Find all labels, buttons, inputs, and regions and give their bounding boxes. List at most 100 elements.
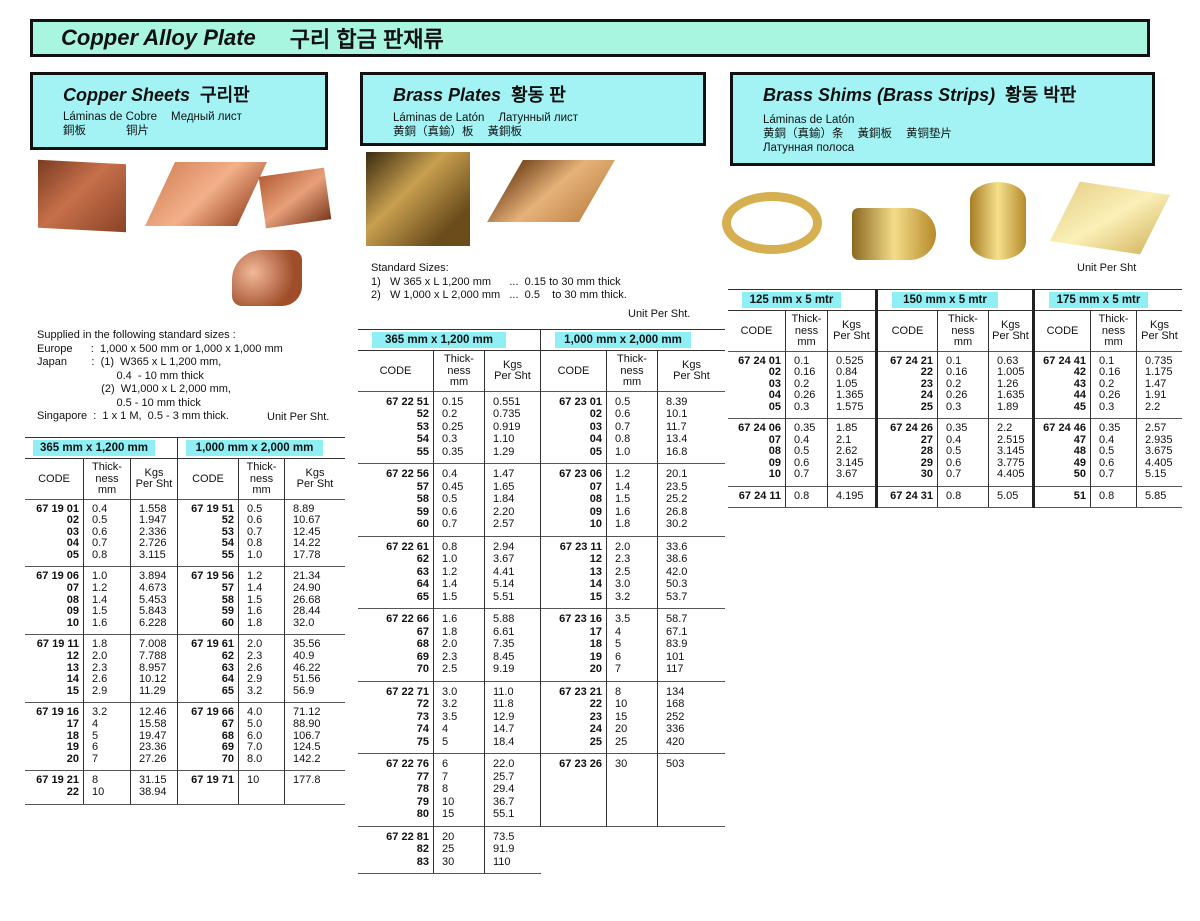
thickness-value: 2.0: [615, 540, 631, 553]
thickness-value: 1.0: [92, 570, 108, 583]
thickness-cell: 0.1 0.16 0.2 0.26 0.3: [937, 350, 989, 419]
weight-value: 0.551: [493, 395, 521, 408]
copper-unit-note: Unit Per Sht.: [267, 411, 330, 423]
thickness-value: 8: [92, 774, 99, 787]
product-code: 29: [920, 456, 933, 469]
product-code: 02: [66, 514, 79, 527]
thickness-value: 1.6: [615, 505, 631, 518]
kgs-cell: 33.6 38.6 42.0 50.3 53.7: [657, 535, 725, 609]
product-code: 17: [66, 718, 79, 730]
product-code: 67 22 61: [386, 540, 429, 553]
thickness-value: 5: [615, 638, 622, 650]
product-code: 07: [768, 433, 781, 446]
weight-value: 23.36: [139, 741, 167, 754]
product-code: 10: [589, 518, 602, 530]
thickness-value: 1.6: [247, 605, 263, 618]
weight-value: 1.635: [997, 389, 1025, 401]
thickness-value: 0.7: [92, 537, 108, 550]
code-cell: 67 22 81 82 83: [358, 825, 434, 874]
column-header-code: CODE: [25, 458, 84, 499]
thickness-value: 2.5: [442, 663, 458, 675]
thickness-cell: 8 10: [83, 770, 131, 805]
product-code: 68: [221, 729, 234, 742]
weight-value: 6.61: [493, 625, 515, 638]
thickness-value: 8: [615, 685, 622, 698]
weight-value: 3.675: [1145, 445, 1173, 457]
code-cell: 67 19 61 62 63 64 65: [177, 634, 239, 703]
weight-value: 11.8: [493, 698, 514, 710]
thickness-value: 2.3: [615, 553, 631, 565]
kgs-cell: 21.34 24.90 26.68 28.44 32.0: [284, 566, 345, 635]
weight-value: 40.9: [293, 650, 315, 663]
thickness-value: 1.5: [442, 590, 458, 603]
thickness-value: 2.6: [92, 673, 108, 686]
product-code: 22: [66, 785, 79, 798]
product-code: 03: [66, 525, 79, 538]
brass-plate-photo: [487, 160, 615, 222]
code-cell: 67 22 56 57 58 59 60: [358, 463, 434, 536]
code-cell: 67 23 21 22 23 24 25: [540, 680, 607, 754]
product-code: 63: [221, 661, 234, 674]
thickness-value: 0.4: [92, 502, 108, 515]
weight-value: 3.67: [493, 553, 515, 565]
column-header-thick: Thick- ness mm: [606, 350, 658, 391]
thickness-value: 1.4: [442, 578, 458, 590]
product-code: 78: [416, 783, 429, 795]
weight-value: 4.673: [139, 582, 167, 595]
column-header-code: CODE: [875, 310, 938, 351]
product-code: 83: [416, 855, 429, 868]
kgs-cell: 134 168 252 336 420: [657, 680, 725, 754]
code-cell: 67 24 46 47 48 49 50: [1032, 418, 1091, 486]
weight-value: 503: [666, 758, 685, 770]
thickness-value: 0.3: [1099, 400, 1115, 413]
thickness-value: 0.8: [92, 548, 108, 561]
brass-plate-photo: [366, 152, 470, 246]
size-band-cell: 125 mm x 5 mtr: [728, 289, 877, 311]
column-header-kgs: Kgs Per Sht: [484, 350, 541, 391]
thickness-cell: 0.35 0.4 0.5 0.6 0.7: [785, 418, 828, 486]
code-cell: 67 24 01 02 03 04 05: [728, 350, 786, 419]
product-code: 54: [221, 537, 234, 550]
thickness-value: 0.3: [794, 400, 810, 413]
weight-value: 2.57: [493, 518, 515, 530]
thickness-value: 0.2: [794, 377, 810, 390]
product-code: 73: [416, 710, 429, 723]
weight-value: 2.57: [1145, 422, 1167, 434]
thickness-value: 1.4: [615, 480, 631, 493]
copper-roll-photo: [232, 250, 302, 306]
thickness-value: 0.35: [1099, 422, 1121, 434]
thickness-value: 1.8: [442, 625, 458, 638]
thickness-value: 8.0: [247, 752, 263, 765]
thickness-value: 0.5: [946, 445, 962, 457]
brass-shims-header: Brass Shims (Brass Strips) 황동 박판 Láminas …: [730, 72, 1155, 166]
thickness-value: 0.2: [946, 377, 962, 390]
thickness-value: 3.0: [615, 578, 631, 590]
kgs-cell: 12.46 15.58 19.47 23.36 27.26: [130, 702, 178, 771]
product-code: 02: [768, 366, 781, 378]
thickness-cell: 0.8: [1090, 485, 1137, 508]
code-cell: 67 19 66 67 68 69 70: [177, 702, 239, 771]
weight-value: 1.47: [1145, 377, 1167, 390]
product-code: 67 24 26: [890, 422, 933, 434]
product-code: 67 24 31: [890, 489, 933, 502]
thickness-cell: 10: [238, 770, 285, 805]
column-header-kgs: Kgs Per Sht: [284, 458, 345, 499]
product-code: 57: [416, 480, 429, 493]
product-code: 24: [589, 723, 602, 735]
thickness-value: 6: [615, 650, 622, 663]
thickness-value: 0.4: [1099, 433, 1115, 446]
weight-value: 5.05: [997, 489, 1019, 502]
size-label: 365 mm x 1,200 mm: [372, 332, 506, 348]
weight-value: 0.735: [1145, 354, 1173, 367]
weight-value: 1.575: [836, 400, 864, 413]
product-code: 02: [589, 408, 602, 420]
weight-value: 2.726: [139, 537, 167, 550]
thickness-value: 2.3: [442, 650, 458, 663]
thickness-value: 6: [442, 758, 449, 770]
weight-value: 26.68: [293, 593, 321, 606]
code-cell: 67 23 11 12 13 14 15: [540, 535, 607, 609]
weight-value: 9.19: [493, 663, 515, 675]
size-label: 1,000 mm x 2,000 mm: [186, 440, 323, 456]
kgs-cell: 0.63 1.005 1.26 1.635 1.89: [988, 350, 1034, 419]
column-header-code: CODE: [358, 350, 434, 391]
